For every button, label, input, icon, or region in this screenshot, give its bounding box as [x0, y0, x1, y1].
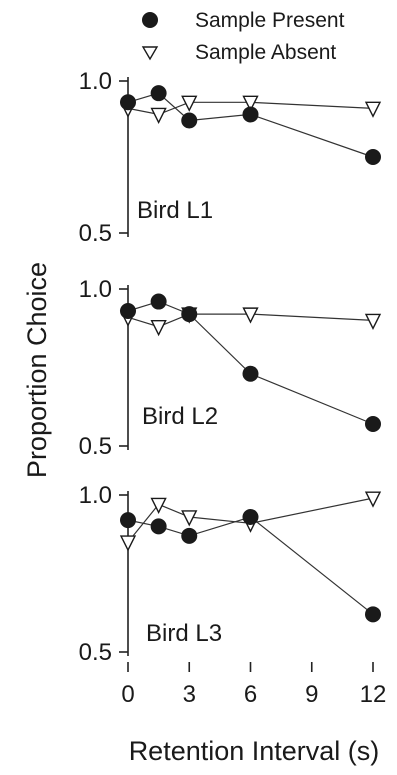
point-sample-absent — [242, 307, 259, 324]
x-tick-label: 3 — [183, 681, 196, 708]
point-sample-absent — [181, 95, 198, 112]
y-tick-label: 1.0 — [79, 68, 112, 95]
point-sample-present — [181, 527, 198, 544]
point-sample-present — [120, 302, 136, 319]
panel-label: Bird L3 — [146, 620, 222, 647]
point-sample-present — [365, 149, 381, 165]
panel-2: 0.5 1.0 Bird L2 — [79, 276, 382, 460]
x-tick-label: 9 — [305, 681, 318, 708]
point-sample-present — [120, 94, 136, 111]
point-sample-present — [365, 606, 381, 623]
point-sample-present — [150, 85, 167, 102]
point-sample-absent — [119, 535, 137, 552]
panel-3: 0.5 1.0 0 3 6 9 12 Bird L3 — [79, 482, 387, 708]
legend-label-sample-present: Sample Present — [195, 9, 345, 32]
point-sample-absent — [242, 95, 259, 112]
legend: Sample Present Sample Absent — [141, 9, 345, 64]
x-tick-label: 0 — [121, 681, 134, 708]
point-sample-absent — [150, 107, 167, 125]
point-sample-present — [365, 416, 381, 433]
point-sample-present — [181, 112, 198, 129]
x-tick-label: 12 — [360, 681, 387, 708]
legend-marker-sample-present — [142, 12, 158, 28]
panel-1: 0.5 1.0 Bird L1 — [79, 68, 382, 247]
point-sample-present — [242, 508, 259, 525]
point-sample-absent — [181, 510, 198, 527]
y-tick-label: 0.5 — [79, 639, 112, 666]
point-sample-present — [120, 512, 136, 529]
y-axis-title: Proportion Choice — [22, 262, 52, 478]
point-sample-absent — [364, 491, 382, 508]
point-sample-present — [150, 293, 167, 310]
point-sample-present — [242, 106, 259, 123]
point-sample-absent — [364, 313, 382, 330]
point-sample-absent — [364, 101, 382, 118]
x-tick-label: 6 — [244, 681, 257, 708]
x-axis-title: Retention Interval (s) — [129, 736, 380, 766]
y-tick-label: 1.0 — [79, 276, 112, 303]
y-tick-label: 0.5 — [79, 433, 112, 460]
point-sample-present — [242, 365, 259, 382]
point-sample-absent — [150, 319, 167, 337]
y-tick-label: 1.0 — [79, 482, 112, 509]
panel-label: Bird L2 — [142, 403, 218, 430]
legend-label-sample-absent: Sample Absent — [195, 41, 336, 64]
point-sample-absent — [150, 497, 167, 514]
y-tick-label: 0.5 — [79, 220, 112, 247]
point-sample-present — [181, 306, 198, 323]
legend-marker-sample-absent — [141, 46, 159, 61]
panel-label: Bird L1 — [137, 197, 213, 224]
panels: 0.5 1.0 Bird L1 0.5 1.0 Bird L2 0.5 1.0 0 3 6 9 12 Bi… — [79, 68, 387, 708]
point-sample-present — [150, 518, 167, 535]
